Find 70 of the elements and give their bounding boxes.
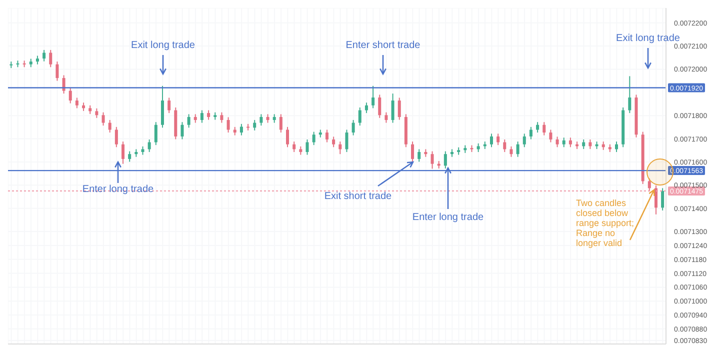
candlestick (128, 150, 132, 162)
candlestick (398, 97, 401, 120)
candlestick (148, 138, 151, 152)
candlestick (516, 141, 520, 158)
candlestick (102, 112, 105, 126)
candlestick (444, 150, 447, 169)
candlestick (253, 120, 256, 131)
candlestick (615, 141, 618, 152)
candlestick (279, 114, 282, 134)
candlestick (503, 138, 506, 152)
candlestick (496, 133, 500, 146)
candlestick (648, 178, 651, 192)
candlestick (240, 123, 243, 136)
annotation: Enter long trade (81, 184, 155, 196)
candlestick (384, 112, 388, 124)
candlestick (490, 133, 493, 148)
candlestick (68, 88, 72, 104)
candlestick (522, 133, 526, 148)
candlestick (154, 122, 158, 146)
candlestick (372, 85, 375, 109)
candlestick (108, 120, 112, 134)
candlestick (56, 61, 59, 82)
candlestick (168, 97, 171, 114)
candlestick (529, 126, 532, 140)
candlestick (661, 188, 664, 211)
candlestick (332, 136, 336, 148)
candlestick (180, 122, 184, 140)
candlestick (286, 126, 290, 148)
candlestick (292, 141, 296, 152)
candlestick (430, 150, 434, 170)
candlestick (556, 136, 559, 148)
candlestick (62, 74, 66, 94)
candlestick (542, 122, 546, 136)
candlestick (42, 49, 46, 62)
candlestick (562, 137, 566, 148)
candlestick (378, 94, 382, 118)
candlestick (312, 131, 316, 146)
candlestick (95, 108, 98, 118)
annotation: Two candles closed below range support; Range no longer valid (576, 198, 636, 248)
annotation: Exit long trade (130, 40, 196, 52)
candlestick (220, 112, 224, 124)
candlestick (75, 97, 78, 109)
candlestick (226, 116, 230, 134)
candlestick (345, 129, 348, 152)
candlestick (338, 141, 342, 155)
candlestick (122, 141, 125, 164)
candlestick (391, 93, 394, 124)
candlestick (187, 114, 190, 128)
candlestick (411, 141, 414, 162)
candlestick (568, 137, 572, 148)
annotation: Exit long trade (615, 33, 680, 44)
candlestick (306, 138, 309, 156)
annotation: Enter long trade (411, 212, 485, 224)
candlestick (260, 114, 263, 126)
candlestick (536, 122, 540, 134)
candlestick (200, 110, 204, 124)
candlestick (352, 120, 355, 136)
candlestick (325, 129, 328, 143)
candlestick (549, 129, 552, 143)
candlestick (114, 126, 118, 148)
candlestick (418, 148, 421, 162)
annotation: Enter short trade (344, 40, 422, 52)
candlestick (628, 76, 632, 114)
candlestick (510, 146, 513, 158)
candlestick (364, 102, 368, 114)
candlestick (358, 106, 362, 126)
candlestick (49, 49, 52, 68)
candlestick (207, 110, 210, 120)
candlestick (654, 184, 658, 215)
annotation: Exit short trade (323, 191, 393, 203)
